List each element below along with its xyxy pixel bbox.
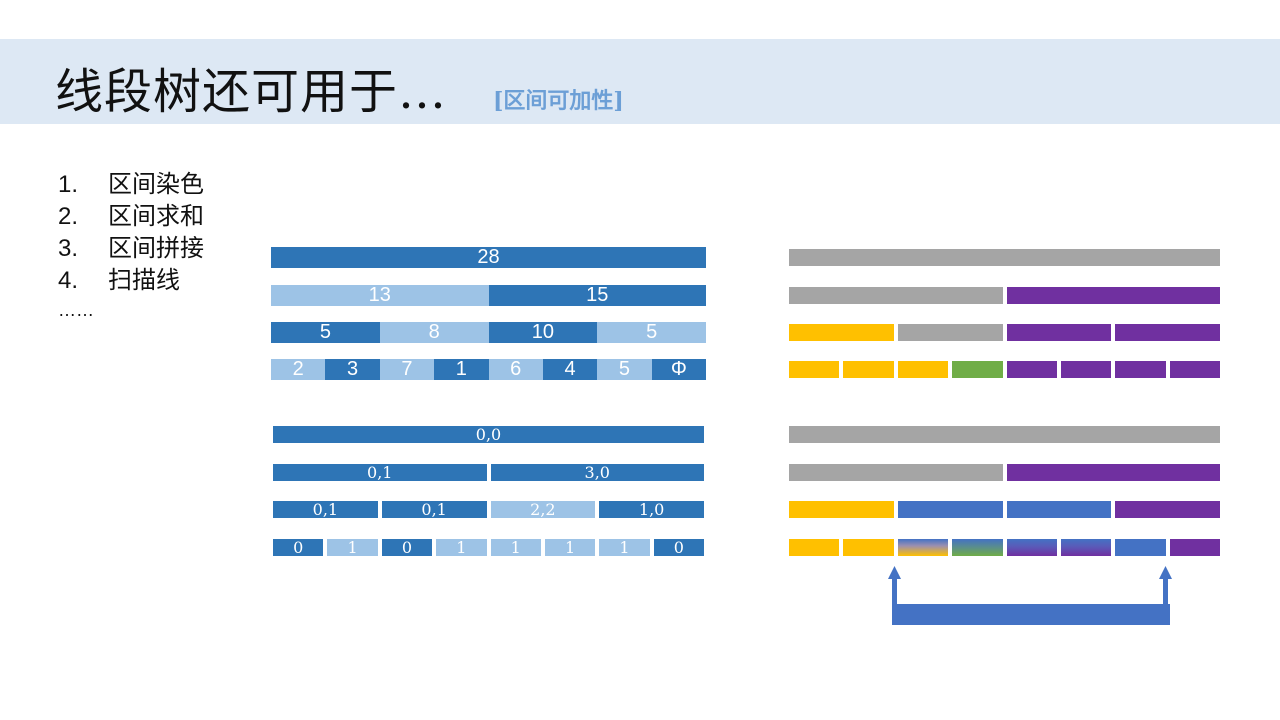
color-segment-yellow	[789, 539, 840, 556]
sum-node: 4	[542, 359, 598, 380]
sum-node: 6	[488, 359, 543, 380]
color-segment-purple	[1006, 287, 1220, 304]
list-item: 2. 区间求和	[58, 200, 204, 232]
color-segment-mid_blue	[1006, 501, 1112, 518]
arrow-right-head	[1159, 566, 1172, 579]
color-segment-purple	[1169, 361, 1220, 378]
binary-node: 0,1	[273, 464, 487, 481]
binary-node: 1	[490, 539, 541, 556]
color-segment-purple	[1115, 324, 1220, 341]
sum-node: 5	[271, 322, 380, 343]
sum-node: 1	[434, 359, 489, 380]
arrow-left-shaft	[892, 578, 897, 608]
color-segment-gray	[789, 287, 1003, 304]
title-band	[0, 39, 1280, 124]
color-segment-blue_purple	[1060, 539, 1112, 556]
color-segment-yellow	[843, 361, 894, 378]
list-ellipsis: ……	[58, 300, 94, 320]
binary-node: 3,0	[490, 464, 704, 481]
list-label: 区间染色	[108, 170, 204, 198]
color-segment-yellow	[789, 361, 840, 378]
color-segment-yellow	[843, 539, 894, 556]
color-segment-purple	[1006, 324, 1112, 341]
list-item: 1. 区间染色	[58, 168, 204, 200]
binary-node: 0	[273, 539, 324, 556]
list-number: 1.	[58, 171, 79, 198]
color-segment-gray	[789, 426, 1220, 443]
binary-node: 0	[653, 539, 704, 556]
color-segment-purple	[1115, 501, 1220, 518]
color-segment-green	[952, 361, 1003, 378]
color-segment-green_blue	[952, 539, 1003, 556]
list-number: 3.	[58, 235, 79, 262]
color-segment-mid_blue	[1115, 539, 1166, 556]
color-segment-purple	[1169, 539, 1220, 556]
color-segment-purple	[1006, 464, 1220, 481]
sum-node: 2	[271, 359, 326, 380]
sum-node: 5	[597, 359, 652, 380]
binary-node: 2,2	[490, 501, 596, 518]
color-segment-gray	[789, 249, 1220, 266]
color-segment-yellow_blue	[897, 539, 949, 556]
color-segment-purple	[1060, 361, 1112, 378]
list-item: 4. 扫描线	[58, 264, 204, 296]
color-segment-blue_purple	[1006, 539, 1057, 556]
arrow-left-head	[888, 566, 901, 579]
arrow-base-bar	[892, 604, 1170, 625]
color-segment-gray	[897, 324, 1003, 341]
sum-node: 13	[271, 285, 489, 306]
binary-node: 1	[436, 539, 487, 556]
sum-node: 3	[325, 359, 380, 380]
binary-node: 0,1	[273, 501, 378, 518]
color-segment-yellow	[789, 324, 894, 341]
color-segment-gray	[789, 464, 1003, 481]
usage-list: 1. 区间染色 2. 区间求和 3. 区间拼接 4. 扫描线	[58, 168, 204, 296]
binary-node: 0,1	[381, 501, 487, 518]
sum-node: 8	[379, 322, 489, 343]
color-segment-mid_blue	[897, 501, 1003, 518]
list-label: 扫描线	[108, 266, 180, 294]
sum-node: 28	[271, 247, 706, 268]
binary-node: 0	[381, 539, 433, 556]
color-segment-purple	[1006, 361, 1057, 378]
color-segment-yellow	[789, 501, 894, 518]
binary-node: 1	[327, 539, 378, 556]
binary-node: 1,0	[599, 501, 704, 518]
slide-title: 线段树还可用于…	[55, 64, 448, 120]
sum-node: Φ	[651, 359, 706, 380]
sum-node: 7	[379, 359, 435, 380]
color-segment-purple	[1115, 361, 1166, 378]
sum-node: 5	[597, 322, 706, 343]
list-item: 3. 区间拼接	[58, 232, 204, 264]
sum-node: 10	[488, 322, 598, 343]
arrow-right-shaft	[1163, 578, 1168, 608]
list-number: 4.	[58, 267, 79, 294]
list-label: 区间求和	[108, 202, 204, 230]
sum-node: 15	[488, 285, 706, 306]
binary-node: 0,0	[273, 426, 704, 443]
list-number: 2.	[58, 203, 79, 230]
binary-node: 1	[599, 539, 650, 556]
list-label: 区间拼接	[108, 234, 204, 262]
slide-subtitle: [区间可加性]	[493, 88, 624, 114]
binary-node: 1	[544, 539, 596, 556]
color-segment-yellow	[897, 361, 949, 378]
